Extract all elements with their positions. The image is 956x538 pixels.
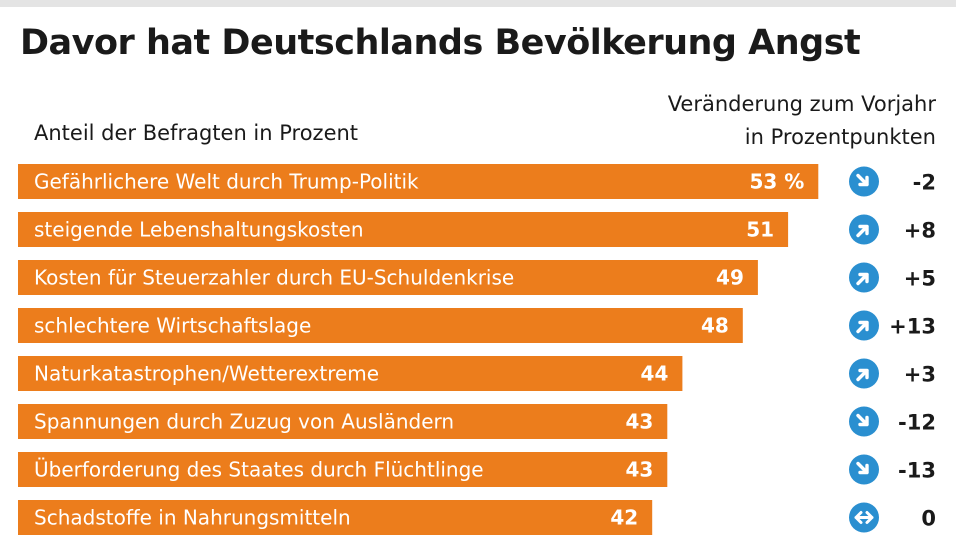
change-value-label: +5: [904, 267, 936, 291]
bar-row: Schadstoffe in Nahrungsmitteln 42 0: [18, 500, 936, 535]
chart-subtitle: Anteil der Befragten in Prozent: [34, 121, 359, 145]
bar-category-label: steigende Lebenshaltungskosten: [34, 218, 364, 242]
bar: [18, 260, 758, 295]
bar-row: Naturkatastrophen/Wetterextreme 44 +3: [18, 356, 936, 391]
bar: [18, 212, 789, 247]
bar-row: Überforderung des Staates durch Flüchtli…: [18, 452, 936, 487]
bar: [18, 164, 819, 199]
bar-category-label: Schadstoffe in Nahrungsmitteln: [34, 506, 351, 530]
bar-row: Spannungen durch Zuzug von Ausländern 43 -…: [18, 404, 936, 439]
bar: [18, 500, 653, 535]
arrow-up-right-icon: [849, 358, 879, 389]
arrow-down-right-icon: [849, 166, 879, 197]
change-value-label: -2: [913, 171, 936, 195]
bar-row: Gefährlichere Welt durch Trump-Politik 53…: [18, 164, 936, 199]
bar-value-label: 53 %: [749, 170, 804, 194]
bar-value-label: 51: [746, 218, 774, 242]
bar-value-label: 48: [701, 314, 729, 338]
change-value-label: -12: [898, 411, 936, 435]
change-header-line-1: Veränderung zum Vorjahr: [667, 92, 936, 116]
arrow-up-right-icon: [849, 310, 879, 341]
bar-category-label: Gefährlichere Welt durch Trump-Politik: [34, 170, 419, 194]
bar-value-label: 43: [625, 410, 653, 434]
change-value-label: 0: [921, 507, 936, 531]
bar-value-label: 42: [610, 506, 638, 530]
bar-row: Kosten für Steuerzahler durch EU-Schulde…: [18, 260, 936, 295]
bar-value-label: 49: [716, 266, 744, 290]
chart-title: Davor hat Deutschlands Bevölkerung Angst: [20, 23, 861, 63]
bar-category-label: Spannungen durch Zuzug von Ausländern: [34, 410, 454, 434]
bar-row: schlechtere Wirtschaftslage 48 +13: [18, 308, 936, 343]
bar-category-label: Überforderung des Staates durch Flüchtli…: [34, 458, 484, 482]
change-header-line-2: in Prozentpunkten: [744, 125, 936, 149]
bar: [18, 404, 668, 439]
bar-category-label: Naturkatastrophen/Wetterextreme: [34, 362, 379, 386]
arrow-down-right-icon: [849, 406, 879, 437]
arrow-up-right-icon: [849, 214, 879, 245]
change-value-label: -13: [898, 459, 936, 483]
change-value-label: +13: [889, 315, 936, 339]
arrow-down-right-icon: [849, 454, 879, 485]
change-header: Veränderung zum Vorjahr in Prozentpunkte…: [668, 88, 936, 154]
arrow-up-right-icon: [849, 262, 879, 293]
bar-category-label: schlechtere Wirtschaftslage: [34, 314, 311, 338]
arrow-left-right-icon: [849, 502, 879, 533]
change-value-label: +3: [904, 363, 936, 387]
bar-row: steigende Lebenshaltungskosten 51 +8: [18, 212, 936, 247]
bar: [18, 308, 743, 343]
bar-category-label: Kosten für Steuerzahler durch EU-Schulde…: [34, 266, 514, 290]
bar-value-label: 43: [625, 458, 653, 482]
top-bar: [0, 0, 956, 7]
bar-value-label: 44: [641, 362, 669, 386]
bar: [18, 356, 683, 391]
bar: [18, 452, 668, 487]
change-value-label: +8: [904, 219, 936, 243]
